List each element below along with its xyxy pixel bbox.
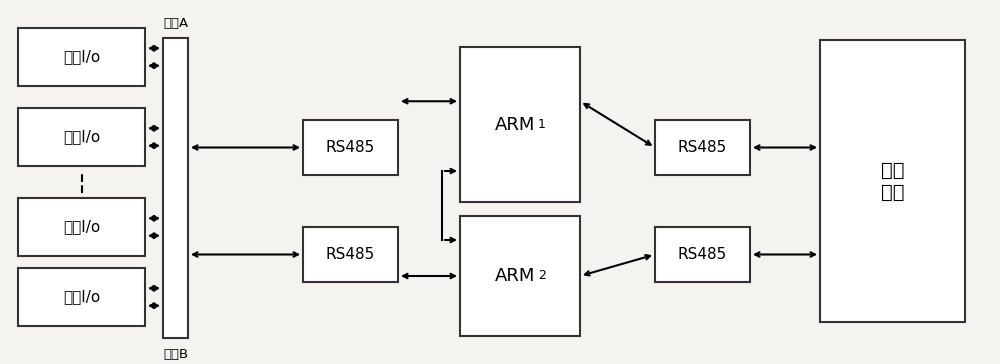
Text: 网络B: 网络B bbox=[163, 348, 188, 361]
Bar bbox=[460, 47, 580, 202]
Text: RS485: RS485 bbox=[326, 140, 375, 155]
Bar bbox=[655, 227, 750, 282]
Text: RS485: RS485 bbox=[326, 247, 375, 262]
Text: RS485: RS485 bbox=[678, 140, 727, 155]
Bar bbox=[18, 198, 145, 256]
Text: 远程I/o: 远程I/o bbox=[63, 289, 100, 305]
Bar bbox=[655, 120, 750, 175]
Bar bbox=[18, 108, 145, 166]
Bar bbox=[163, 38, 188, 338]
Text: 远程I/o: 远程I/o bbox=[63, 130, 100, 145]
Bar bbox=[820, 40, 965, 322]
Text: 远程I/o: 远程I/o bbox=[63, 50, 100, 64]
Text: 2: 2 bbox=[538, 269, 546, 282]
Text: 远程I/o: 远程I/o bbox=[63, 219, 100, 234]
Bar bbox=[303, 120, 398, 175]
Bar bbox=[18, 268, 145, 326]
Text: 监控
装置: 监控 装置 bbox=[881, 161, 904, 202]
Bar bbox=[18, 28, 145, 86]
Bar bbox=[460, 216, 580, 336]
Text: ARM: ARM bbox=[495, 267, 535, 285]
Text: 网络A: 网络A bbox=[163, 17, 188, 30]
Text: RS485: RS485 bbox=[678, 247, 727, 262]
Text: 1: 1 bbox=[538, 118, 546, 131]
Bar bbox=[303, 227, 398, 282]
Text: ARM: ARM bbox=[495, 115, 535, 134]
